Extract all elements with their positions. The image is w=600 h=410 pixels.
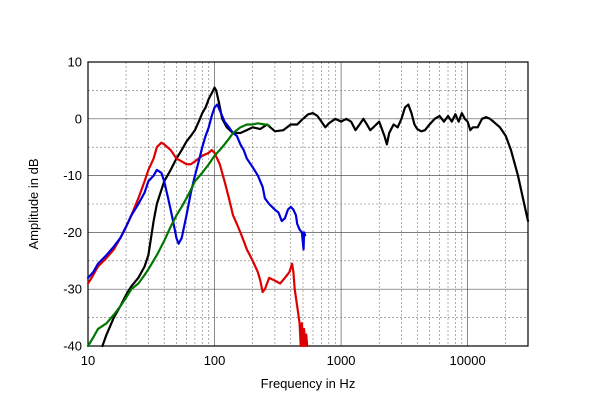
x-tick-label: 10 (81, 353, 95, 368)
y-tick-label: -30 (63, 282, 82, 297)
y-tick-label: 0 (75, 111, 82, 126)
x-tick-label: 100 (204, 353, 226, 368)
y-tick-label: -20 (63, 225, 82, 240)
series-group (86, 86, 530, 348)
x-tick-labels: 10 100 1000 10000 (81, 353, 486, 368)
y-tick-labels: 10 0 -10 -20 -30 -40 (63, 55, 82, 354)
y-tick-label: 10 (68, 55, 82, 70)
x-tick-label: 1000 (327, 353, 356, 368)
y-tick-label: -10 (63, 168, 82, 183)
series-line (101, 86, 530, 348)
y-axis-title: Amplitude in dB (26, 158, 41, 249)
x-tick-label: 10000 (450, 353, 486, 368)
series-line (86, 103, 307, 279)
series-line (86, 122, 271, 348)
x-axis-title: Frequency in Hz (261, 376, 356, 391)
series-line (86, 141, 309, 348)
y-tick-label: -40 (63, 339, 82, 354)
